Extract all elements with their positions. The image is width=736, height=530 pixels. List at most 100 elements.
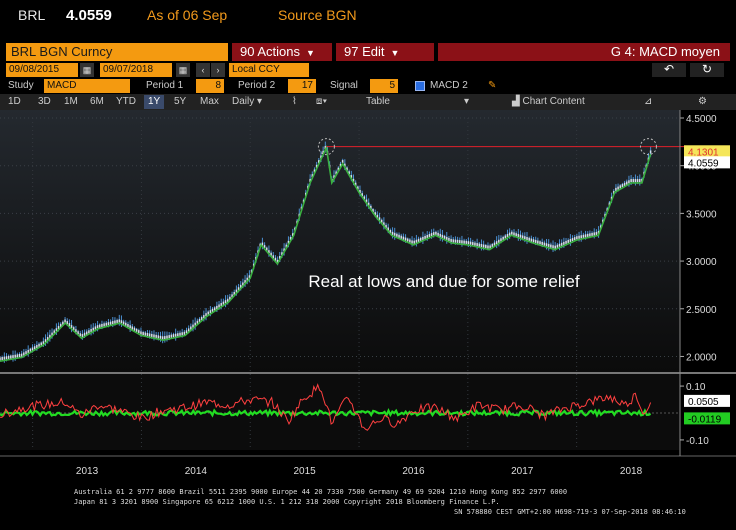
price-candle-body [170, 334, 173, 338]
last-price: 4.0559 [66, 7, 112, 24]
price-candle-body [51, 332, 53, 336]
price-candle-body [441, 234, 444, 238]
price-candle-body [511, 231, 513, 235]
pencil-icon[interactable]: ✎ [488, 80, 497, 91]
range-ytd[interactable]: YTD [116, 96, 136, 107]
candlestick-icon[interactable]: ⧈▾ [316, 96, 328, 107]
price-candle-body [411, 240, 413, 244]
price-candle-body [187, 328, 190, 332]
prev-arrow-icon[interactable]: ‹ [196, 63, 210, 77]
price-candle-body [495, 241, 498, 245]
price-candle-body [148, 333, 151, 337]
price-candle-body [309, 178, 311, 182]
peak-circle [639, 138, 657, 156]
range-3d[interactable]: 3D [38, 96, 51, 107]
edit-menu-button[interactable]: 97 Edit ▼ [336, 43, 434, 61]
settings-gear-icon[interactable]: ⚙ [698, 96, 707, 107]
price-candle-body [478, 243, 481, 247]
start-date-field[interactable]: 09/08/2015 [6, 63, 78, 77]
price-candle-body [634, 179, 637, 183]
price-candle-body [109, 321, 112, 325]
price-candle-body [103, 323, 105, 327]
price-candle-body [636, 179, 639, 183]
price-candle-body [602, 219, 604, 223]
price-candle-body [469, 241, 472, 245]
price-candle-body [77, 331, 79, 335]
actions-menu-button[interactable]: 90 Actions ▼ [232, 43, 332, 61]
price-label-box [684, 145, 730, 158]
table-button[interactable]: Table [366, 96, 390, 107]
ticker-label: BRL [18, 7, 46, 23]
chart-area[interactable]: 4.50004.00003.50003.00002.50002.00002013… [0, 110, 736, 490]
price-layer [0, 138, 700, 363]
security-input[interactable]: BRL BGN Curncy [6, 43, 228, 61]
security-header: BRL 4.0559 As of 06 Sep Source BGN [0, 0, 736, 32]
calendar-icon[interactable]: ▦ [80, 63, 94, 77]
range-max[interactable]: Max [200, 96, 219, 107]
study-select[interactable]: MACD [44, 79, 130, 93]
end-date-field[interactable]: 09/07/2018 [100, 63, 172, 77]
expand-icon[interactable]: ▾ [464, 96, 470, 107]
range-1d[interactable]: 1D [8, 96, 21, 107]
price-label-box [684, 156, 730, 169]
next-arrow-icon[interactable]: › [211, 63, 225, 77]
price-candle-body [389, 229, 392, 233]
price-candle-body [363, 196, 366, 200]
price-candle-body [482, 244, 485, 248]
undo-icon[interactable]: ↶ [652, 63, 686, 77]
price-candle-body [491, 244, 494, 248]
price-candle-body [370, 205, 372, 209]
price-ma-line [0, 144, 652, 362]
price-candle-body [120, 320, 123, 324]
range-1y[interactable]: 1Y [144, 95, 165, 109]
price-candle-body [10, 355, 12, 359]
price-candle-body [16, 354, 19, 358]
price-candle-body [374, 212, 376, 216]
price-candle-body [573, 237, 576, 241]
price-candle-body [172, 334, 175, 338]
price-candle-body [0, 357, 1, 361]
price-candle-body [151, 333, 153, 337]
price-candle-body [437, 232, 439, 236]
footer: Australia 61 2 9777 8600 Brazil 5511 239… [0, 486, 736, 530]
price-candle-body [283, 248, 285, 252]
annotation-text: Real at lows and due for some relief [308, 272, 579, 291]
line-chart-icon[interactable]: ⌇ [292, 96, 297, 107]
price-candle-body [513, 232, 515, 236]
signal-input[interactable]: 5 [370, 79, 398, 93]
price-candle-body [7, 355, 10, 359]
price-candle-body [461, 240, 463, 244]
period1-input[interactable]: 8 [196, 79, 224, 93]
price-candle-body [237, 287, 240, 291]
frequency-select[interactable]: Daily ▾ [228, 95, 266, 109]
price-candle-body [612, 191, 615, 195]
price-candle-body [203, 315, 205, 319]
currency-select[interactable]: Local CCY [229, 63, 309, 77]
price-candle-body [419, 237, 422, 241]
command-bar: BRL BGN Curncy 90 Actions ▼ 97 Edit ▼ G 4:… [0, 43, 736, 61]
signal-value-label: -0.0119 [688, 414, 722, 425]
peak-circle [317, 138, 335, 156]
price-candle-body [558, 243, 561, 247]
price-candle-body [448, 237, 450, 241]
signal-value-label-box [684, 412, 730, 425]
range-5y[interactable]: 5Y [174, 96, 187, 107]
refresh-icon[interactable]: ↻ [690, 63, 724, 77]
price-candle-body [344, 163, 346, 167]
calendar-icon[interactable]: ▦ [176, 63, 190, 77]
range-1m[interactable]: 1M [64, 96, 78, 107]
chart-content-button[interactable]: ▟ Chart Content [506, 95, 591, 109]
price-candle-body [144, 332, 147, 336]
macd2-checkbox[interactable] [415, 81, 425, 91]
price-candle-body [621, 184, 624, 188]
price-candle-body [194, 322, 196, 326]
price-candle-body [174, 333, 177, 337]
price-candle-body [617, 186, 619, 190]
price-candle-body [185, 330, 188, 334]
price-candle-body [190, 326, 192, 330]
period2-input[interactable]: 17 [288, 79, 316, 93]
price-candle-body [272, 255, 275, 259]
range-6m[interactable]: 6M [90, 96, 104, 107]
price-candle-body [72, 327, 75, 331]
annotate-icon[interactable]: ⊿ [644, 96, 653, 107]
